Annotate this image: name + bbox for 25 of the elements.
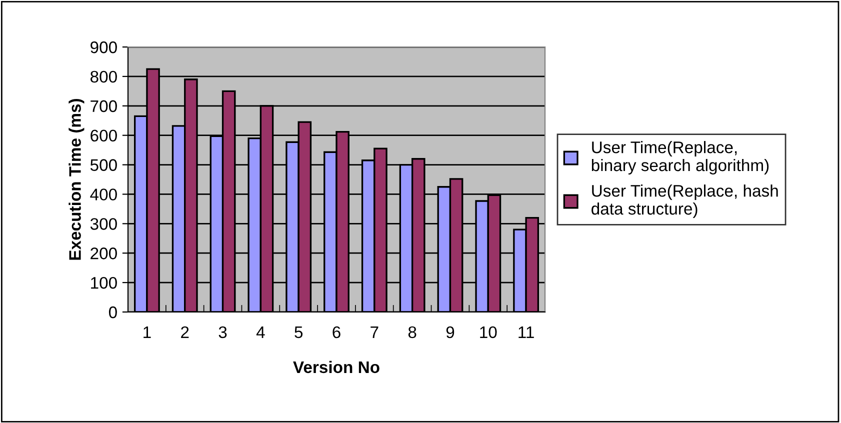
x-tick-label: 2 — [181, 326, 189, 338]
legend-label: User Time(Replace, hash data structure) — [592, 184, 778, 218]
y-tick-label: 100 — [91, 276, 117, 289]
x-tick-label: 10 — [480, 326, 497, 338]
x-tick-label: 8 — [408, 326, 416, 338]
x-tick-label: 5 — [294, 326, 303, 338]
y-tick-label: 300 — [90, 218, 117, 230]
x-tick-label: 9 — [446, 326, 454, 338]
x-tick-label: 11 — [518, 326, 534, 338]
x-tick-label: 3 — [218, 326, 227, 338]
x-tick-label: 1 — [144, 326, 151, 338]
x-axis-title: Version No — [293, 360, 380, 374]
x-tick-label: 6 — [332, 326, 340, 338]
x-tick-label: 7 — [370, 326, 378, 338]
legend-label: User Time(Replace, binary search algorithm) — [592, 141, 769, 174]
y-tick-label: 800 — [90, 70, 117, 83]
y-tick-label: 500 — [90, 159, 117, 171]
y-tick-label: 400 — [90, 188, 117, 200]
y-tick-label: 200 — [90, 248, 117, 260]
x-tick-label: 4 — [256, 326, 265, 338]
y-tick-label: 700 — [90, 100, 117, 112]
y-tick-label: 0 — [108, 306, 117, 318]
y-axis-title: Execution Time (ms) — [68, 98, 84, 260]
y-tick-label: 900 — [90, 41, 117, 54]
y-tick-label: 600 — [90, 130, 117, 142]
